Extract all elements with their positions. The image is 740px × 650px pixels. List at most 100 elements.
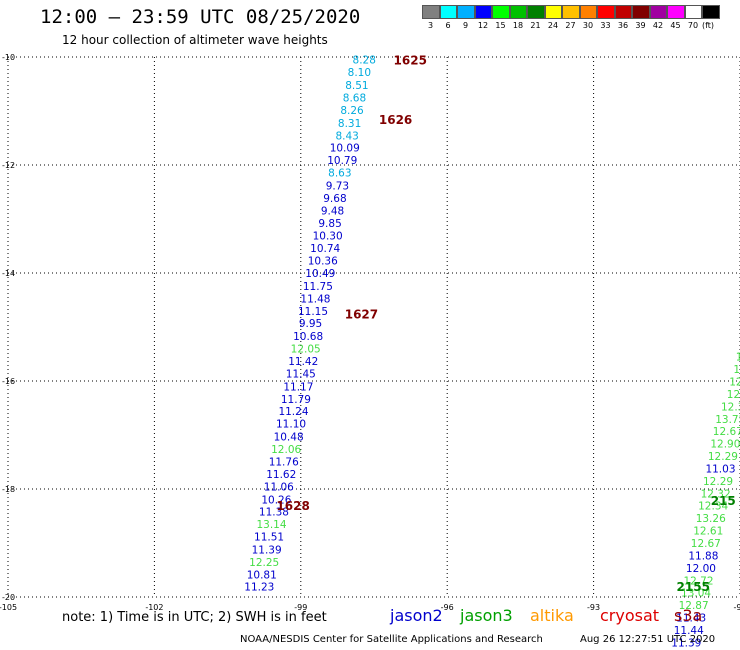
scale-swatch (632, 5, 650, 19)
swh-point-label: 10.26 (261, 494, 291, 506)
legend-item-s3a: s3a (674, 606, 703, 625)
pass-label: 2155 (677, 580, 710, 594)
swh-point-label: 11.39 (671, 637, 701, 649)
swh-point-label: 10.36 (308, 256, 338, 268)
swh-point-label: 11.39 (252, 544, 282, 556)
y-tick-label: -14 (2, 269, 15, 278)
scale-label: 45 (670, 21, 681, 30)
scale-label: 42 (652, 21, 664, 30)
units-note: note: 1) Time is in UTC; 2) SWH is in fe… (62, 610, 327, 625)
swh-point-label: 12.25 (249, 557, 279, 569)
swh-point-label: 8.26 (340, 105, 364, 117)
pass-label: 1626 (379, 113, 412, 127)
y-tick-label: -10 (2, 53, 15, 62)
swh-point-label: 12.29 (703, 476, 733, 488)
swh-point-label: 12.67 (691, 538, 721, 550)
swh-point-label: 10.30 (313, 231, 343, 243)
page-subtitle: 12 hour collection of altimeter wave hei… (62, 33, 328, 47)
scale-label: 18 (512, 21, 524, 30)
swh-point-label: 13.04 (681, 588, 711, 600)
scale-swatch (474, 5, 492, 19)
swh-point-label: 11.24 (278, 406, 308, 418)
swh-point-label: 11.43 (676, 613, 706, 625)
swh-point-label: 12.90 (710, 439, 740, 451)
swh-point-label: 12.29 (708, 451, 738, 463)
swh-point-label: 11 (736, 352, 740, 364)
scale-swatch (544, 5, 562, 19)
legend-item-altika: altika (530, 606, 574, 625)
swh-point-label: 11.03 (705, 463, 735, 475)
swh-point-label: 11.62 (266, 469, 296, 481)
swh-point-label: 12.32 (701, 488, 731, 500)
swh-point-label: 10.68 (293, 331, 323, 343)
swh-point-label: 8.43 (335, 130, 358, 142)
credit-line: NOAA/NESDIS Center for Satellite Applica… (240, 634, 543, 645)
x-tick-label: -90 (733, 603, 740, 612)
x-tick-label: -102 (145, 603, 163, 612)
swh-point-label: 11.42 (288, 356, 318, 368)
swh-point-label: 13.26 (696, 513, 726, 525)
scale-swatch (614, 5, 632, 19)
swh-point-label: 10.74 (310, 243, 340, 255)
swh-point-label: 8.31 (338, 118, 361, 130)
swh-point-label: 12.3 (721, 401, 740, 413)
swh-point-label: 12.72 (683, 575, 713, 587)
x-tick-label: -105 (0, 603, 17, 612)
swh-point-label: 11.76 (269, 456, 299, 468)
swh-point-label: 12.06 (271, 444, 301, 456)
swh-point-label: 11.44 (674, 625, 704, 637)
scale-label: 15 (495, 21, 506, 30)
scale-label: 3 (427, 21, 434, 30)
swh-point-label: 8.68 (343, 93, 366, 105)
legend-item-cryosat: cryosat (600, 606, 660, 625)
swh-point-label: 12. (729, 377, 740, 389)
swh-point-label: 11.51 (254, 532, 284, 544)
scale-label: 9 (462, 21, 469, 30)
swh-point-label: 13.75 (715, 414, 740, 426)
scale-swatch (439, 5, 457, 19)
swh-point-label: 12.05 (291, 344, 321, 356)
swh-point-label: 11.17 (283, 381, 313, 393)
scale-label: 30 (582, 21, 594, 30)
scale-swatch (509, 5, 527, 19)
swh-point-label: 11.06 (264, 481, 294, 493)
scale-label: 27 (565, 21, 576, 30)
swh-point-label: 8.10 (348, 67, 371, 79)
x-tick-label: -96 (441, 603, 454, 612)
swh-point-label: 12. (727, 389, 740, 401)
swh-point-label: 11.23 (244, 582, 274, 594)
y-tick-label: -16 (2, 377, 15, 386)
swh-point-label: 11.88 (688, 550, 718, 562)
swh-point-label: 8.51 (345, 80, 368, 92)
y-tick-label: -20 (2, 593, 15, 602)
scale-swatch (579, 5, 597, 19)
generated-timestamp: Aug 26 12:27:51 UTC 2020 (580, 634, 716, 645)
swh-point-label: 12.34 (698, 501, 728, 513)
pass-label: 215 (711, 494, 736, 508)
scale-swatch (492, 5, 510, 19)
swh-point-label: 10.81 (247, 569, 277, 581)
swh-point-label: 12 (733, 364, 740, 376)
swh-point-label: 10.09 (330, 143, 360, 155)
scale-label: 21 (530, 21, 541, 30)
swh-point-label: 11.15 (298, 306, 328, 318)
scale-swatch (684, 5, 702, 19)
swh-point-label: 9.85 (318, 218, 341, 230)
pass-label: 1627 (345, 308, 378, 322)
swh-point-label: 12.00 (686, 563, 716, 575)
swh-point-label: 11.79 (281, 394, 311, 406)
scale-swatch (702, 5, 720, 19)
scale-unit: (ft) (702, 21, 715, 30)
swh-point-label: 11.38 (259, 507, 289, 519)
scale-label: 39 (635, 21, 646, 30)
swh-point-label: 11.45 (286, 368, 316, 380)
scale-swatch (527, 5, 545, 19)
scale-label: 24 (547, 21, 559, 30)
y-tick-label: -18 (2, 485, 15, 494)
swh-point-label: 9.73 (326, 181, 349, 193)
swh-point-label: 10.79 (327, 155, 357, 167)
pass-label: 1628 (276, 499, 309, 513)
scale-label: 12 (477, 21, 489, 30)
swh-point-label: 10.49 (305, 268, 335, 280)
